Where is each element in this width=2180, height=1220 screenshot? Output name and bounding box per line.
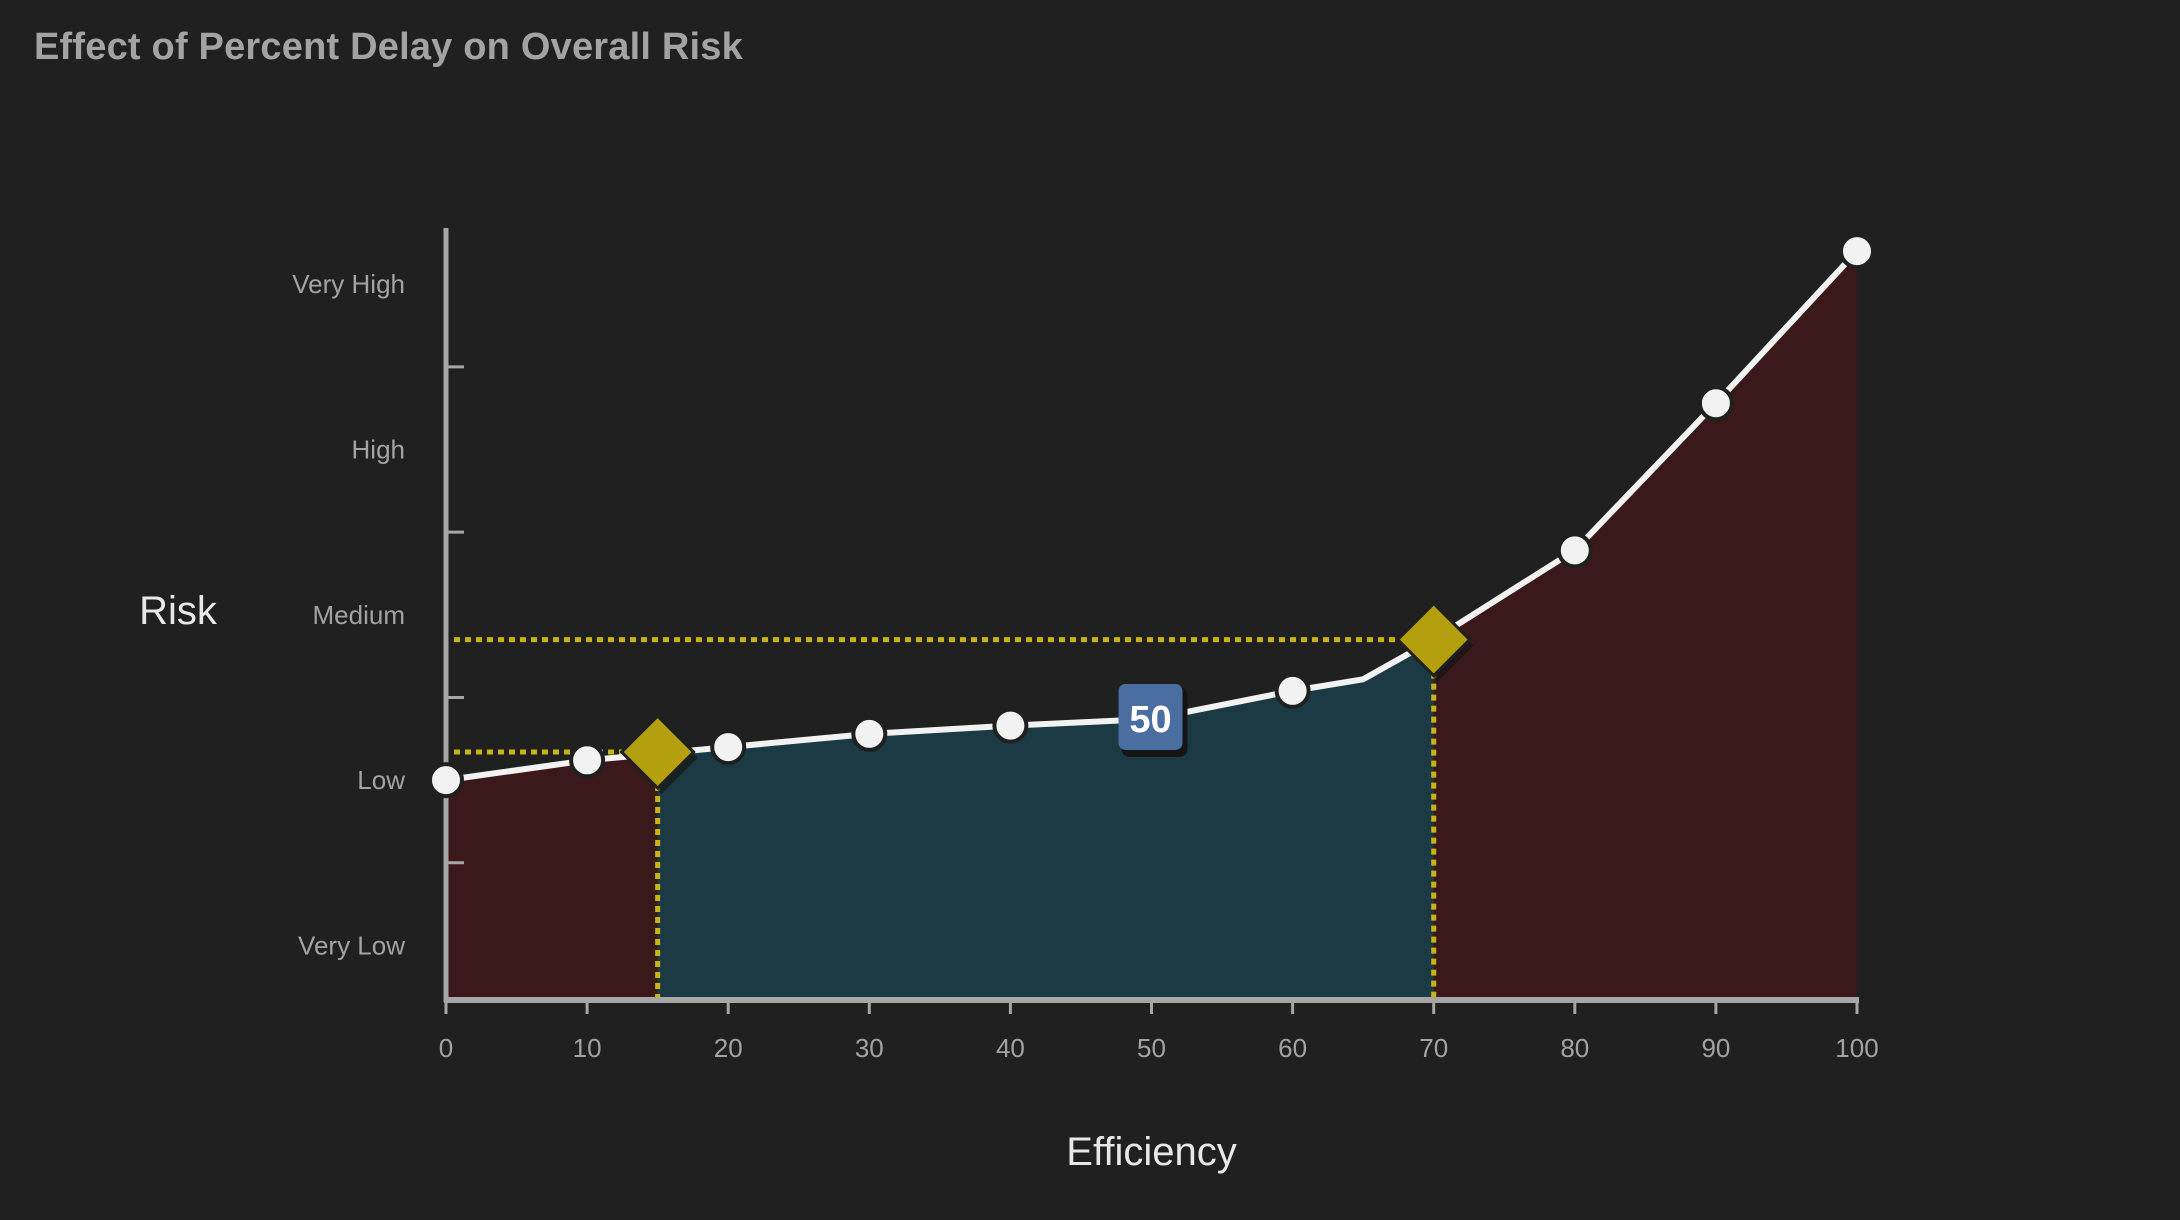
- x-tick-label-100: 100: [1835, 1033, 1878, 1063]
- markers-layer: 50: [428, 233, 1875, 799]
- x-tick-label-40: 40: [996, 1033, 1025, 1063]
- x-tick-label-80: 80: [1560, 1033, 1589, 1063]
- x-tick-label-50: 50: [1137, 1033, 1166, 1063]
- y-axis-title: Risk: [139, 589, 218, 633]
- y-tick-label-very-high: Very High: [292, 269, 405, 299]
- area-region-3: [1433, 251, 1857, 1001]
- x-tick-label-60: 60: [1278, 1033, 1307, 1063]
- x-tick-label-70: 70: [1419, 1033, 1448, 1063]
- x-tick-label-20: 20: [714, 1033, 743, 1063]
- data-point-90: [1697, 385, 1734, 422]
- area-region-1: [446, 753, 658, 1000]
- x-tick-label-90: 90: [1701, 1033, 1730, 1063]
- data-point-60: [1274, 672, 1311, 709]
- x-tick-label-30: 30: [855, 1033, 884, 1063]
- x-tick-label-0: 0: [439, 1033, 453, 1063]
- highlight-diamond-2: [1395, 601, 1472, 678]
- data-point-40: [992, 707, 1029, 744]
- series-line: [443, 248, 1860, 784]
- axes-layer: 0 10 20 30 40 50 60 70 80 90 100 Very Low Low Medium H…: [292, 228, 1879, 1063]
- y-tick-label-medium: Medium: [313, 600, 405, 630]
- value-tag-label: 50: [1129, 699, 1171, 741]
- labels-layer: Efficiency Risk: [139, 589, 1237, 1174]
- data-point-20: [710, 729, 747, 766]
- data-point-0: [428, 762, 464, 799]
- x-tick-label-10: 10: [573, 1033, 602, 1063]
- data-point-100: [1839, 233, 1875, 270]
- y-tick-label-high: High: [352, 435, 405, 465]
- area-region-2: [657, 639, 1434, 1000]
- highlight-diamond-1: [619, 713, 696, 791]
- data-point-80: [1556, 532, 1593, 569]
- x-axis-title: Efficiency: [1066, 1130, 1236, 1174]
- y-tick-label-very-low: Very Low: [298, 930, 405, 960]
- line-layer: [443, 248, 1860, 784]
- value-tag-box: [1118, 683, 1183, 750]
- chart-title: Effect of Percent Delay on Overall Risk: [34, 26, 743, 68]
- data-point-30: [851, 715, 888, 752]
- data-point-10: [569, 742, 606, 779]
- regions-layer: [446, 251, 1857, 1001]
- y-tick-label-low: Low: [357, 765, 405, 795]
